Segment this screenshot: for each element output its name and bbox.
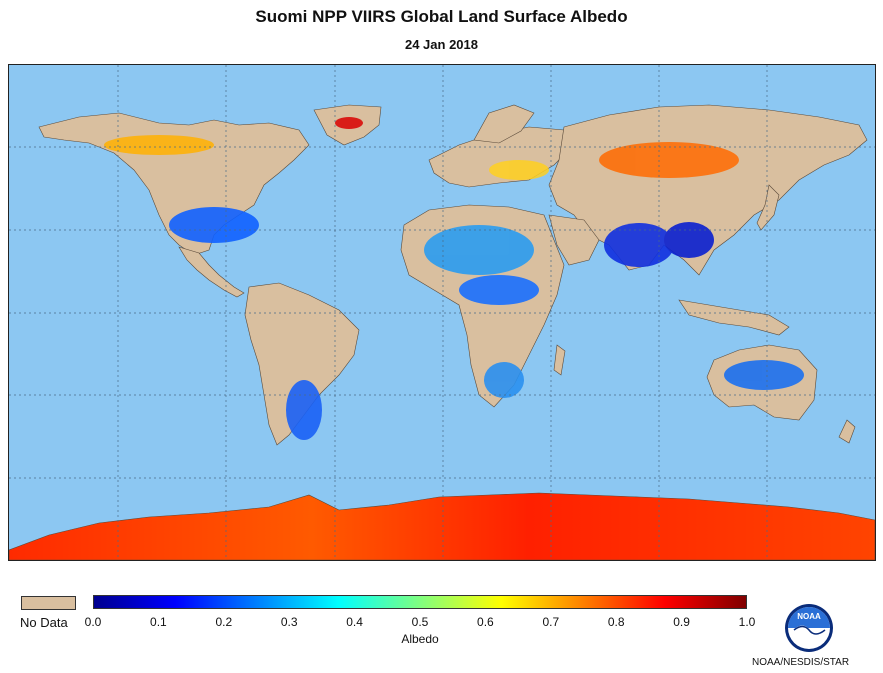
albedo-patch-sahara [424, 225, 534, 275]
colorbar-tick: 0.4 [346, 615, 363, 629]
albedo-patch-canada [104, 135, 214, 155]
noaa-logo-icon: NOAA [784, 603, 834, 653]
credit-text: NOAA/NESDIS/STAR [752, 657, 850, 668]
colorbar-tick: 0.7 [542, 615, 560, 629]
colorbar-tick: 0.5 [411, 615, 429, 629]
albedo-patch-siberia [599, 142, 739, 178]
albedo-patch-sahel [459, 275, 539, 305]
nodata-swatch [21, 596, 76, 610]
albedo-patch-us [169, 207, 259, 243]
colorbar-tick: 0.1 [150, 615, 167, 629]
albedo-map [8, 64, 876, 561]
land-central-america [178, 246, 245, 298]
colorbar-tick: 0.6 [477, 615, 494, 629]
land-arabia [548, 214, 600, 266]
land-antarctica [9, 492, 875, 560]
albedo-patch-australia [724, 360, 804, 390]
albedo-patch-argentina [286, 380, 322, 440]
albedo-patch-russia [489, 160, 549, 180]
albedo-map-svg [9, 65, 875, 560]
colorbar-tick: 0.0 [84, 615, 102, 629]
albedo-patch-southern-africa [484, 362, 524, 398]
colorbar-tick: 0.8 [607, 615, 625, 629]
colorbar-tick: 0.9 [673, 615, 690, 629]
albedo-patch-se-asia [664, 222, 714, 258]
albedo-patch-india [604, 223, 674, 267]
albedo-patch-greenland [335, 117, 363, 129]
nodata-label: No Data [20, 615, 68, 630]
colorbar-label: Albedo [401, 632, 439, 646]
svg-text:NOAA: NOAA [797, 612, 821, 621]
land-new-zealand [838, 419, 856, 444]
land-madagascar [553, 344, 566, 376]
colorbar-tick: 0.3 [280, 615, 298, 629]
land-se-asia-islands [678, 299, 790, 336]
map-title: Suomi NPP VIIRS Global Land Surface Albe… [255, 7, 628, 26]
colorbar-tick: 1.0 [738, 615, 756, 629]
land-scandinavia [473, 104, 535, 144]
graticule [9, 65, 875, 560]
map-date: 24 Jan 2018 [404, 37, 478, 52]
albedo-colorbar [93, 595, 747, 609]
colorbar-tick: 0.2 [215, 615, 233, 629]
